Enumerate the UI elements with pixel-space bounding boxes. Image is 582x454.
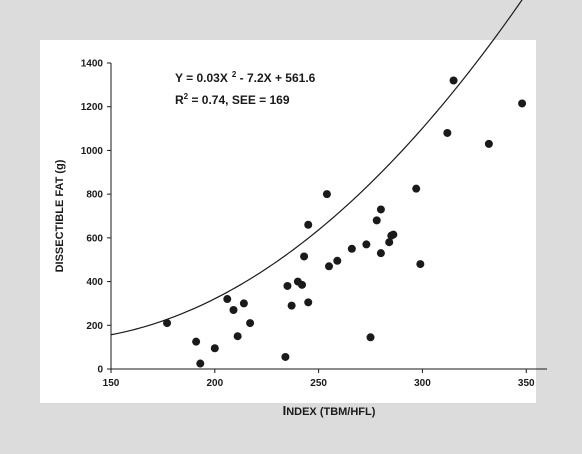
equation-superscript: 2 — [232, 70, 237, 79]
y-tick-label: 1400 — [81, 59, 104, 70]
data-point — [416, 260, 425, 269]
data-point — [389, 230, 398, 239]
data-point — [484, 139, 493, 148]
y-tick-label: 600 — [86, 233, 103, 244]
data-point — [347, 244, 356, 253]
data-point — [229, 305, 238, 314]
data-points — [163, 76, 527, 368]
data-point — [300, 252, 309, 261]
equation-part-a: Y = 0.03X — [175, 71, 228, 85]
data-point — [412, 184, 421, 193]
data-point — [304, 298, 313, 307]
y-tick-label: 200 — [86, 321, 103, 332]
x-axis-title-rest: NDEX (TBM/HFL) — [286, 406, 376, 418]
data-point — [322, 190, 331, 199]
data-point — [223, 295, 232, 304]
equation-annotation: Y = 0.03X 2 - 7.2X + 561.6 — [175, 70, 316, 85]
data-point — [385, 238, 394, 247]
data-point — [376, 249, 385, 258]
data-point — [298, 280, 307, 289]
r2-part-a: R — [175, 93, 184, 107]
ticks: 150 200 250 300 350 0 200 400 600 800 1000 1200 1400 — [81, 59, 535, 390]
y-tick-label: 1000 — [81, 146, 104, 157]
x-tick-label: 300 — [414, 378, 431, 389]
data-point — [210, 344, 219, 353]
y-tick-label: 1200 — [81, 102, 104, 113]
y-tick-label: 0 — [97, 365, 103, 376]
data-point — [518, 99, 527, 108]
plot-area — [40, 40, 536, 403]
data-point — [325, 262, 333, 271]
data-point — [233, 332, 242, 341]
fit-curve — [110, 0, 523, 336]
data-point — [192, 337, 201, 346]
x-tick-label: 150 — [103, 378, 120, 389]
y-tick-label: 400 — [86, 277, 103, 288]
data-point — [287, 301, 296, 310]
data-point — [366, 333, 375, 342]
r2-annotation: R2 = 0.74, SEE = 169 — [175, 92, 290, 107]
x-axis-title-initial: I — [283, 403, 287, 418]
data-point — [333, 256, 342, 265]
y-tick-label: 800 — [86, 190, 103, 201]
data-point — [443, 128, 452, 137]
x-axis-title: INDEX (TBM/HFL) — [283, 403, 376, 418]
data-point — [163, 319, 172, 328]
data-point — [372, 216, 381, 225]
x-tick-label: 350 — [518, 378, 535, 389]
data-point — [283, 281, 292, 290]
data-point — [376, 205, 385, 214]
axes — [110, 63, 547, 370]
x-tick-label: 250 — [310, 378, 327, 389]
data-point — [281, 352, 290, 361]
data-point — [239, 299, 248, 308]
data-point — [449, 76, 458, 85]
data-point — [362, 240, 371, 249]
equation-part-b: - 7.2X + 561.6 — [236, 71, 315, 85]
r2-part-b: = 0.74, SEE = 169 — [188, 93, 290, 107]
data-point — [196, 359, 205, 368]
data-point — [246, 319, 255, 328]
r2-superscript: 2 — [184, 92, 189, 101]
y-axis-title: DISSECTIBLE FAT (g) — [54, 159, 66, 272]
data-point — [304, 220, 313, 229]
x-tick-label: 200 — [206, 378, 223, 389]
